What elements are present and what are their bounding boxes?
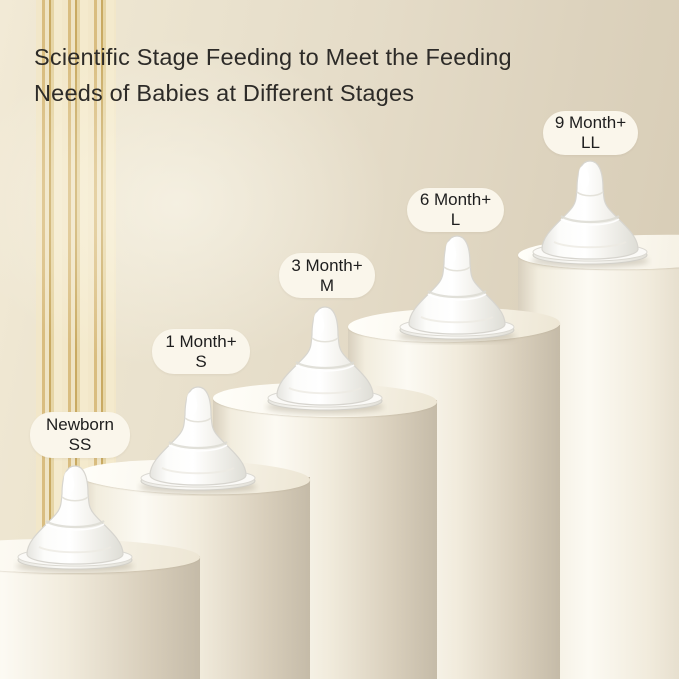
nipple-6-month-illustration [395, 231, 519, 345]
stage-size: L [450, 210, 461, 229]
stage-size: M [319, 275, 335, 295]
stage-name: 9 Month+ [554, 113, 627, 132]
stage-name: 1 Month+ [165, 331, 237, 351]
stage-size: LL [581, 133, 600, 152]
nipple-9-month-illustration [528, 156, 652, 270]
nipple-newborn-illustration [13, 461, 137, 575]
stage-label-newborn: Newborn SS [30, 412, 130, 458]
stage-name: 3 Month+ [291, 255, 363, 275]
stage-label-6-month: 6 Month+ L [407, 188, 504, 232]
nipple-3-month-illustration [263, 302, 387, 416]
stage-size: SS [68, 435, 92, 454]
title-line-2: Needs of Babies at Different Stages [34, 79, 415, 106]
stage-size: S [195, 351, 207, 371]
pedestal-newborn [0, 537, 201, 679]
stage-label-3-month: 3 Month+ M [279, 253, 375, 298]
title-line-1: Scientific Stage Feeding to Meet the Fee… [34, 44, 512, 70]
nipple-1-month-illustration [136, 382, 260, 496]
page-title: Scientific Stage Feeding to Meet the Fee… [34, 40, 512, 111]
stage-label-9-month: 9 Month+ LL [543, 111, 638, 155]
stage-name: Newborn [45, 415, 115, 434]
stage-name: 6 Month+ [419, 190, 492, 209]
stage-label-1-month: 1 Month+ S [152, 329, 250, 374]
